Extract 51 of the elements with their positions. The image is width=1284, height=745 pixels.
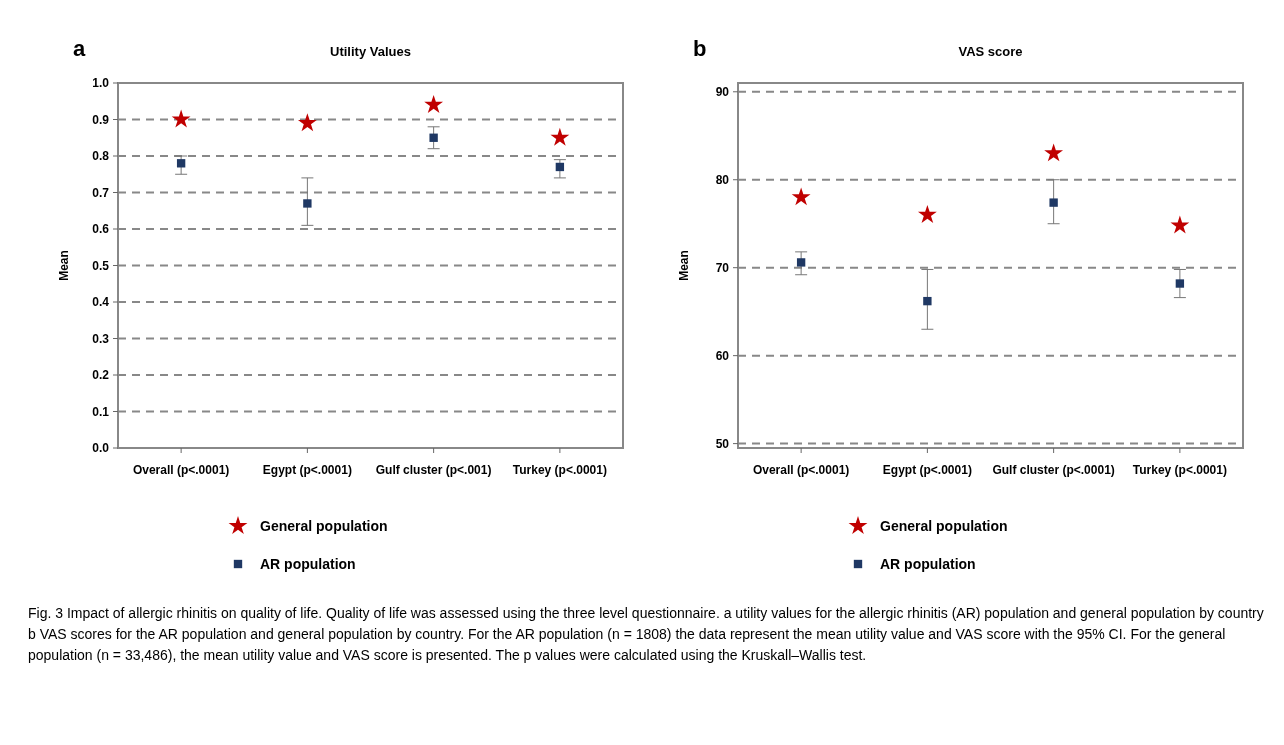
x-tick-label: Egypt (p<.0001) [262,463,352,477]
x-tick-label: Gulf cluster (p<.001) [375,463,492,477]
y-axis-title: Mean [57,250,71,281]
point [429,133,438,142]
point [1175,279,1185,288]
legend-label: AR population [880,555,976,572]
y-tick-label: 60 [715,348,730,363]
point [555,162,565,172]
x-tick-label: Egypt (p<.0001) [882,463,972,477]
y-axis-title: Mean [677,250,691,281]
y-tick-label: 90 [715,85,730,99]
y-tick-label: 80 [715,172,730,187]
point [791,187,811,206]
x-tick-label: Overall (p<.0001) [752,463,850,477]
legend-label: AR population [260,555,356,572]
chart-title: VAS score [958,44,1023,59]
y-tick-label: 1.0 [92,76,110,91]
y-tick-label: 0.4 [92,295,110,310]
y-tick-label: 0.8 [92,149,110,164]
caption: Fig. 3 Impact of allergic rhinitis on quality of life. Quality of life was assessed using the three level questionnaire. a utility values for the allergic rhinitis (AR) population and general population by country b VAS scores for the AR population and general population by country. For the AR population (n = 1808) the data represent the mean utility value and VAS score with the 95% CI. For the general population (n = 33,486), the mean utility value and VAS score is presented. The p values were calculated using the Kruskall–Wallis test. [28,605,1264,663]
x-tick-label: Overall (p<.0001) [132,463,230,477]
y-tick-label: 50 [715,436,730,451]
chart-title: Utility Values [330,44,411,59]
point [1049,198,1058,207]
text: a [73,36,86,61]
point [303,199,312,208]
y-tick-label: 0.2 [92,368,110,383]
y-tick-label: 0.9 [92,112,110,127]
point [923,296,932,306]
y-tick-label: 70 [715,260,730,275]
point [1044,143,1064,162]
y-tick-label: 0.0 [92,441,110,456]
point [424,95,444,113]
y-tick-label: 0.6 [92,222,110,237]
point [796,258,806,267]
y-tick-label: 0.7 [92,185,110,200]
point [171,109,191,128]
point [917,205,937,223]
x-tick-label: Turkey (p<.0001) [1132,463,1227,477]
point [176,159,186,168]
y-tick-label: 0.5 [92,258,110,273]
y-tick-label: 0.1 [92,404,110,419]
x-tick-label: Gulf cluster (p<.0001) [992,463,1115,477]
legend-label: General population [880,517,1008,534]
x-tick-label: Turkey (p<.0001) [512,463,607,477]
legend-label: General population [260,517,388,534]
point [297,113,317,132]
y-tick-label: 0.3 [92,331,110,346]
text: b [693,36,707,61]
point [1170,215,1190,234]
point [550,127,570,146]
